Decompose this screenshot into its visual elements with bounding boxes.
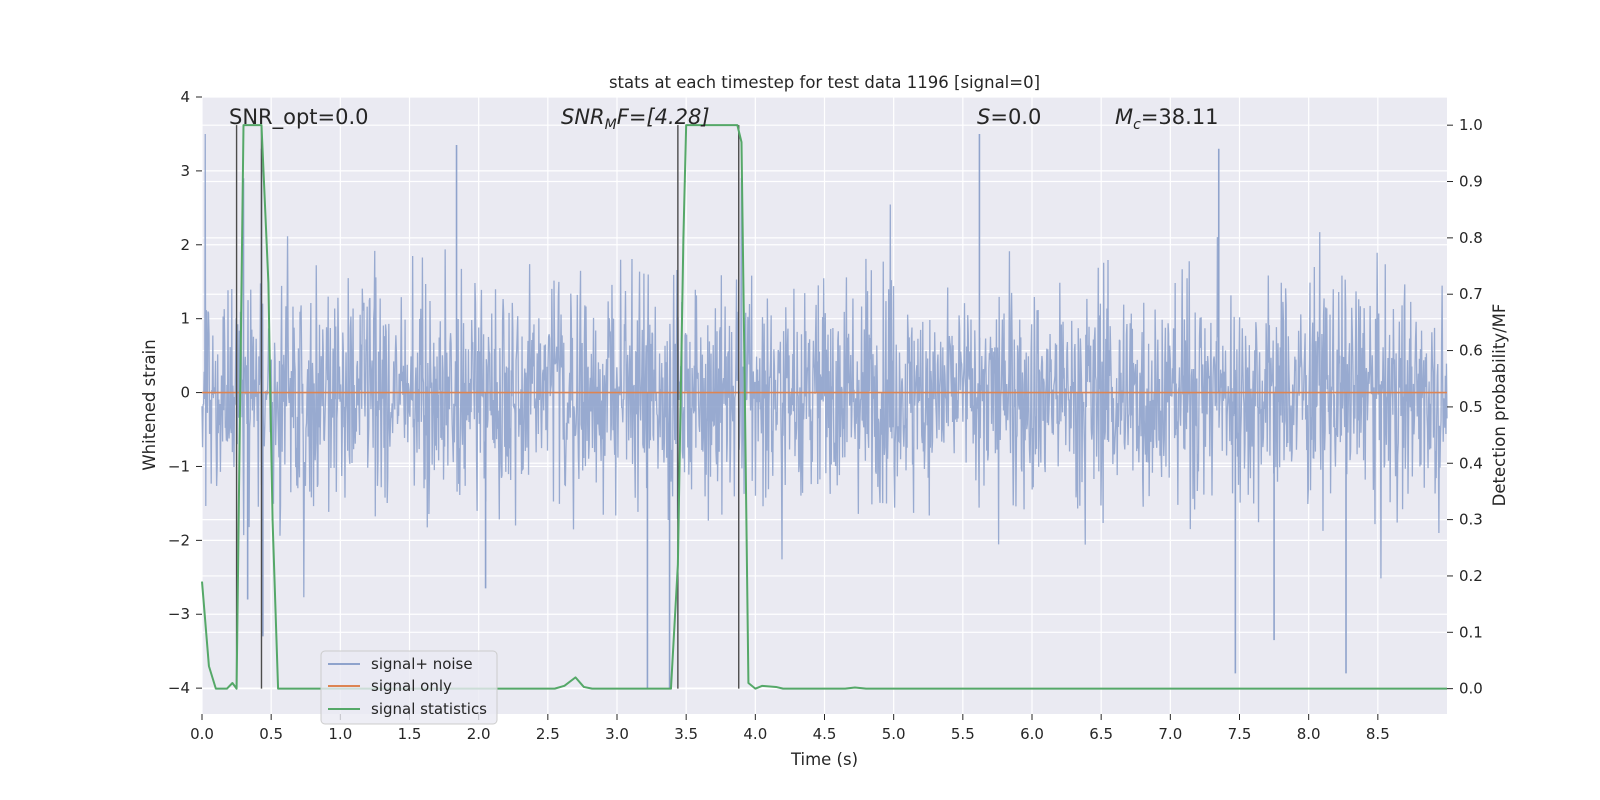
- x-tick-label: 2.0: [467, 725, 491, 743]
- s-rest: =0.0: [990, 105, 1041, 129]
- x-tick-label: 0.5: [259, 725, 283, 743]
- x-tick-label: 6.0: [1020, 725, 1044, 743]
- snr-mf-sub: M: [605, 117, 617, 133]
- y2-tick-label: 1.0: [1459, 116, 1483, 134]
- mc-name: M: [1115, 105, 1133, 129]
- x-tick-label: 2.5: [536, 725, 560, 743]
- series-signal-statistics: [201, 124, 1447, 690]
- mc-rest: =38.11: [1141, 105, 1219, 129]
- y2-tick-label: 0.5: [1459, 398, 1483, 416]
- y-tick-label: −2: [168, 531, 190, 549]
- snr-mf-annotation: SNRMF=[4.28]: [561, 105, 710, 133]
- y2-tick-label: 0.1: [1459, 623, 1483, 641]
- x-tick-label: 4.0: [743, 725, 767, 743]
- y2-tick-label: 0.2: [1459, 567, 1483, 585]
- s-annotation: S=0.0: [977, 105, 1041, 129]
- y2-tick-label: 0.4: [1459, 454, 1483, 472]
- y-tick-label: −1: [168, 457, 190, 475]
- y2-tick-label: 0.9: [1459, 173, 1483, 191]
- y-axis-label: Whitened strain: [140, 339, 159, 470]
- x-tick-label: 1.5: [398, 725, 422, 743]
- mc-sub: c: [1133, 117, 1141, 133]
- y-tick-label: −3: [168, 605, 190, 623]
- y-tick-label: 4: [180, 88, 190, 106]
- vertical-markers: [235, 125, 740, 689]
- legend-label-signal-statistics: signal statistics: [371, 700, 487, 718]
- legend: signal+ noise signal only signal statist…: [320, 650, 498, 725]
- y2-tick-label: 0.8: [1459, 229, 1483, 247]
- y2-axis-ticks: 1.0 0.9 0.8 0.7 0.6 0.5 0.4 0.3 0.2 0.1 0.0: [1447, 116, 1483, 698]
- y2-axis-label: Detection probability/MF: [1490, 304, 1509, 507]
- s-name: S: [977, 105, 990, 129]
- x-tick-label: 8.5: [1366, 725, 1390, 743]
- y2-tick-label: 0.0: [1459, 680, 1483, 698]
- x-tick-label: 4.5: [813, 725, 837, 743]
- x-tick-label: 7.5: [1228, 725, 1252, 743]
- mc-annotation: Mc=38.11: [1115, 105, 1219, 133]
- x-axis-ticks: 0.0 0.5 1.0 1.5 2.0 2.5 3.0 3.5 4.0 4.5 5.0 5.5 6.0 6…: [190, 714, 1390, 743]
- y2-tick-label: 0.7: [1459, 285, 1483, 303]
- y-tick-label: 3: [180, 162, 190, 180]
- x-tick-label: 6.5: [1089, 725, 1113, 743]
- signal-statistics-line: [201, 124, 1447, 690]
- legend-box: [320, 650, 498, 725]
- x-tick-label: 1.0: [328, 725, 352, 743]
- y-tick-label: −4: [168, 679, 190, 697]
- x-tick-label: 0.0: [190, 725, 214, 743]
- x-tick-label: 5.0: [882, 725, 906, 743]
- x-tick-label: 3.0: [605, 725, 629, 743]
- x-tick-label: 8.0: [1297, 725, 1321, 743]
- y2-tick-label: 0.3: [1459, 511, 1483, 529]
- legend-label-signal-plus-noise: signal+ noise: [371, 655, 473, 673]
- y-axis-ticks: 4 3 2 1 0 −1 −2 −3 −4: [168, 88, 202, 697]
- y-tick-label: 0: [180, 384, 190, 402]
- snr-opt-annotation: SNR_opt=0.0: [229, 105, 369, 130]
- y-tick-label: 1: [180, 310, 190, 328]
- snr-mf-rest: F=[4.28]: [617, 105, 710, 129]
- chart-title: stats at each timestep for test data 119…: [609, 73, 1040, 92]
- x-tick-label: 3.5: [674, 725, 698, 743]
- x-axis-label: Time (s): [790, 750, 858, 769]
- snr-mf-name: SNR: [561, 105, 605, 129]
- legend-label-signal-only: signal only: [371, 677, 452, 695]
- x-tick-label: 5.5: [951, 725, 975, 743]
- x-tick-label: 7.0: [1158, 725, 1182, 743]
- y-tick-label: 2: [180, 236, 190, 254]
- y2-tick-label: 0.6: [1459, 342, 1483, 360]
